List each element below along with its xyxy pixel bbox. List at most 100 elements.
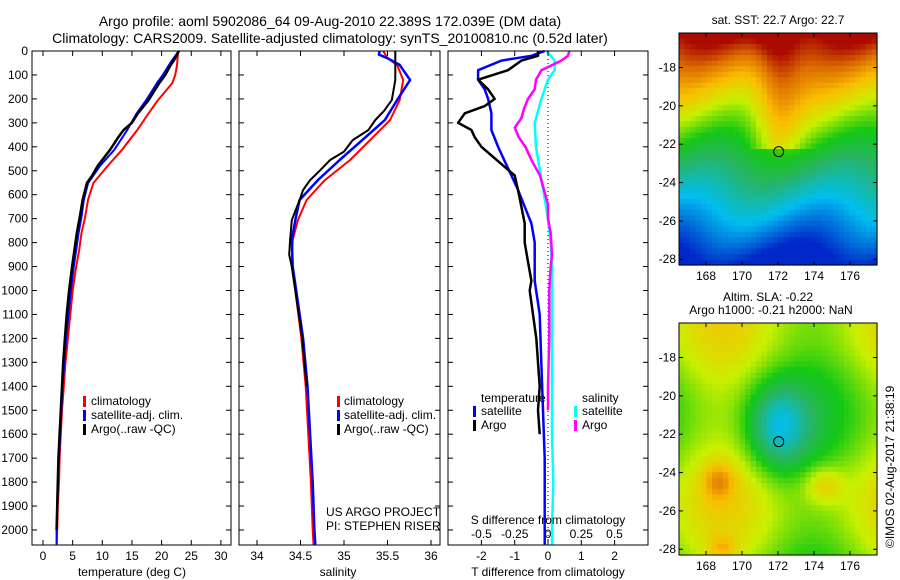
- heatmap-cell: [778, 538, 785, 545]
- heatmap-cell: [761, 193, 768, 200]
- heatmap-cell: [706, 488, 713, 495]
- heatmap-cell: [728, 193, 735, 200]
- heatmap-cell: [728, 538, 735, 545]
- heatmap-cell: [728, 543, 735, 551]
- heatmap-cell: [855, 121, 862, 128]
- heatmap-cell: [750, 532, 757, 540]
- heatmap-cell: [860, 143, 867, 150]
- heatmap-cell: [712, 55, 719, 62]
- heatmap-cell: [860, 450, 867, 457]
- heatmap-cell: [723, 198, 730, 205]
- lat-tick-label: -28: [659, 542, 677, 556]
- heatmap-cell: [844, 444, 851, 451]
- heatmap-cell: [871, 82, 878, 89]
- heatmap-cell: [849, 383, 856, 390]
- heatmap-cell: [706, 532, 713, 540]
- heatmap-cell: [756, 82, 763, 89]
- heatmap-cell: [750, 187, 757, 194]
- heatmap-cell: [866, 328, 873, 335]
- heatmap-cell: [794, 483, 801, 490]
- heatmap-cell: [712, 477, 719, 484]
- heatmap-cell: [789, 165, 796, 172]
- heatmap-cell: [783, 88, 790, 95]
- heatmap-cell: [712, 389, 719, 396]
- heatmap-cell: [844, 149, 851, 156]
- heatmap-cell: [866, 378, 873, 385]
- heatmap-cell: [789, 461, 796, 468]
- heatmap-cell: [822, 361, 829, 368]
- heatmap-cell: [794, 461, 801, 468]
- heatmap-cell: [833, 367, 840, 374]
- heatmap-cell: [789, 231, 796, 238]
- heatmap-cell: [734, 405, 741, 412]
- heatmap-cell: [712, 253, 719, 261]
- heatmap-cell: [783, 38, 790, 45]
- heatmap-cell: [871, 176, 878, 183]
- heatmap-cell: [871, 389, 878, 396]
- heatmap-cell: [767, 154, 774, 161]
- heatmap-cell: [855, 149, 862, 156]
- heatmap-cell: [690, 165, 697, 172]
- heatmap-cell: [794, 361, 801, 368]
- heatmap-cell: [728, 104, 735, 111]
- heatmap-cell: [734, 389, 741, 396]
- heatmap-cell: [838, 378, 845, 385]
- heatmap-cell: [866, 115, 873, 122]
- heatmap-cell: [866, 488, 873, 495]
- heatmap-cell: [761, 510, 768, 517]
- heatmap-cell: [844, 93, 851, 100]
- heatmap-cell: [838, 461, 845, 468]
- heatmap-cell: [695, 259, 702, 266]
- heatmap-cell: [860, 532, 867, 540]
- heatmap-cell: [712, 345, 719, 352]
- heatmap-cell: [690, 160, 697, 167]
- heatmap-cell: [805, 477, 812, 484]
- heatmap-cell: [822, 427, 829, 435]
- heatmap-cell: [844, 372, 851, 379]
- heatmap-cell: [706, 350, 713, 357]
- heatmap-cell: [822, 389, 829, 396]
- heatmap-cell: [838, 334, 845, 341]
- heatmap-cell: [761, 226, 768, 233]
- heatmap-cell: [860, 242, 867, 250]
- heatmap-cell: [717, 71, 724, 78]
- heatmap-cell: [789, 248, 796, 255]
- heatmap-cell: [855, 538, 862, 545]
- heatmap-cell: [800, 444, 807, 451]
- heatmap-cell: [833, 488, 840, 495]
- heatmap-cell: [706, 494, 713, 501]
- heatmap-cell: [690, 350, 697, 357]
- heatmap-cell: [772, 149, 779, 156]
- heatmap-cell: [717, 33, 724, 40]
- heatmap-cell: [789, 149, 796, 156]
- heatmap-cell: [833, 483, 840, 490]
- heatmap-cell: [695, 394, 702, 401]
- heatmap-cell: [745, 549, 752, 556]
- heatmap-cell: [866, 193, 873, 200]
- heatmap-cell: [833, 215, 840, 222]
- heatmap-cell: [816, 389, 823, 396]
- heatmap-cell: [728, 137, 735, 145]
- heatmap-cell: [706, 104, 713, 111]
- heatmap-cell: [767, 226, 774, 233]
- heatmap-cell: [706, 455, 713, 462]
- heatmap-cell: [849, 143, 856, 150]
- heatmap-cell: [734, 411, 741, 418]
- heatmap-cell: [728, 505, 735, 512]
- heatmap-cell: [789, 356, 796, 363]
- series-line-salinity-argo: [513, 50, 571, 411]
- heatmap-cell: [756, 543, 763, 551]
- heatmap-cell: [739, 450, 746, 457]
- heatmap-cell: [838, 499, 845, 506]
- heatmap-cell: [772, 427, 779, 435]
- heatmap-cell: [827, 182, 834, 189]
- heatmap-cell: [778, 466, 785, 473]
- heatmap-cell: [684, 237, 691, 244]
- heatmap-cell: [866, 242, 873, 250]
- heatmap-cell: [734, 88, 741, 95]
- heatmap-cell: [679, 383, 686, 390]
- heatmap-cell: [800, 543, 807, 551]
- heatmap-cell: [855, 55, 862, 62]
- heatmap-cell: [750, 367, 757, 374]
- heatmap-cell: [860, 328, 867, 335]
